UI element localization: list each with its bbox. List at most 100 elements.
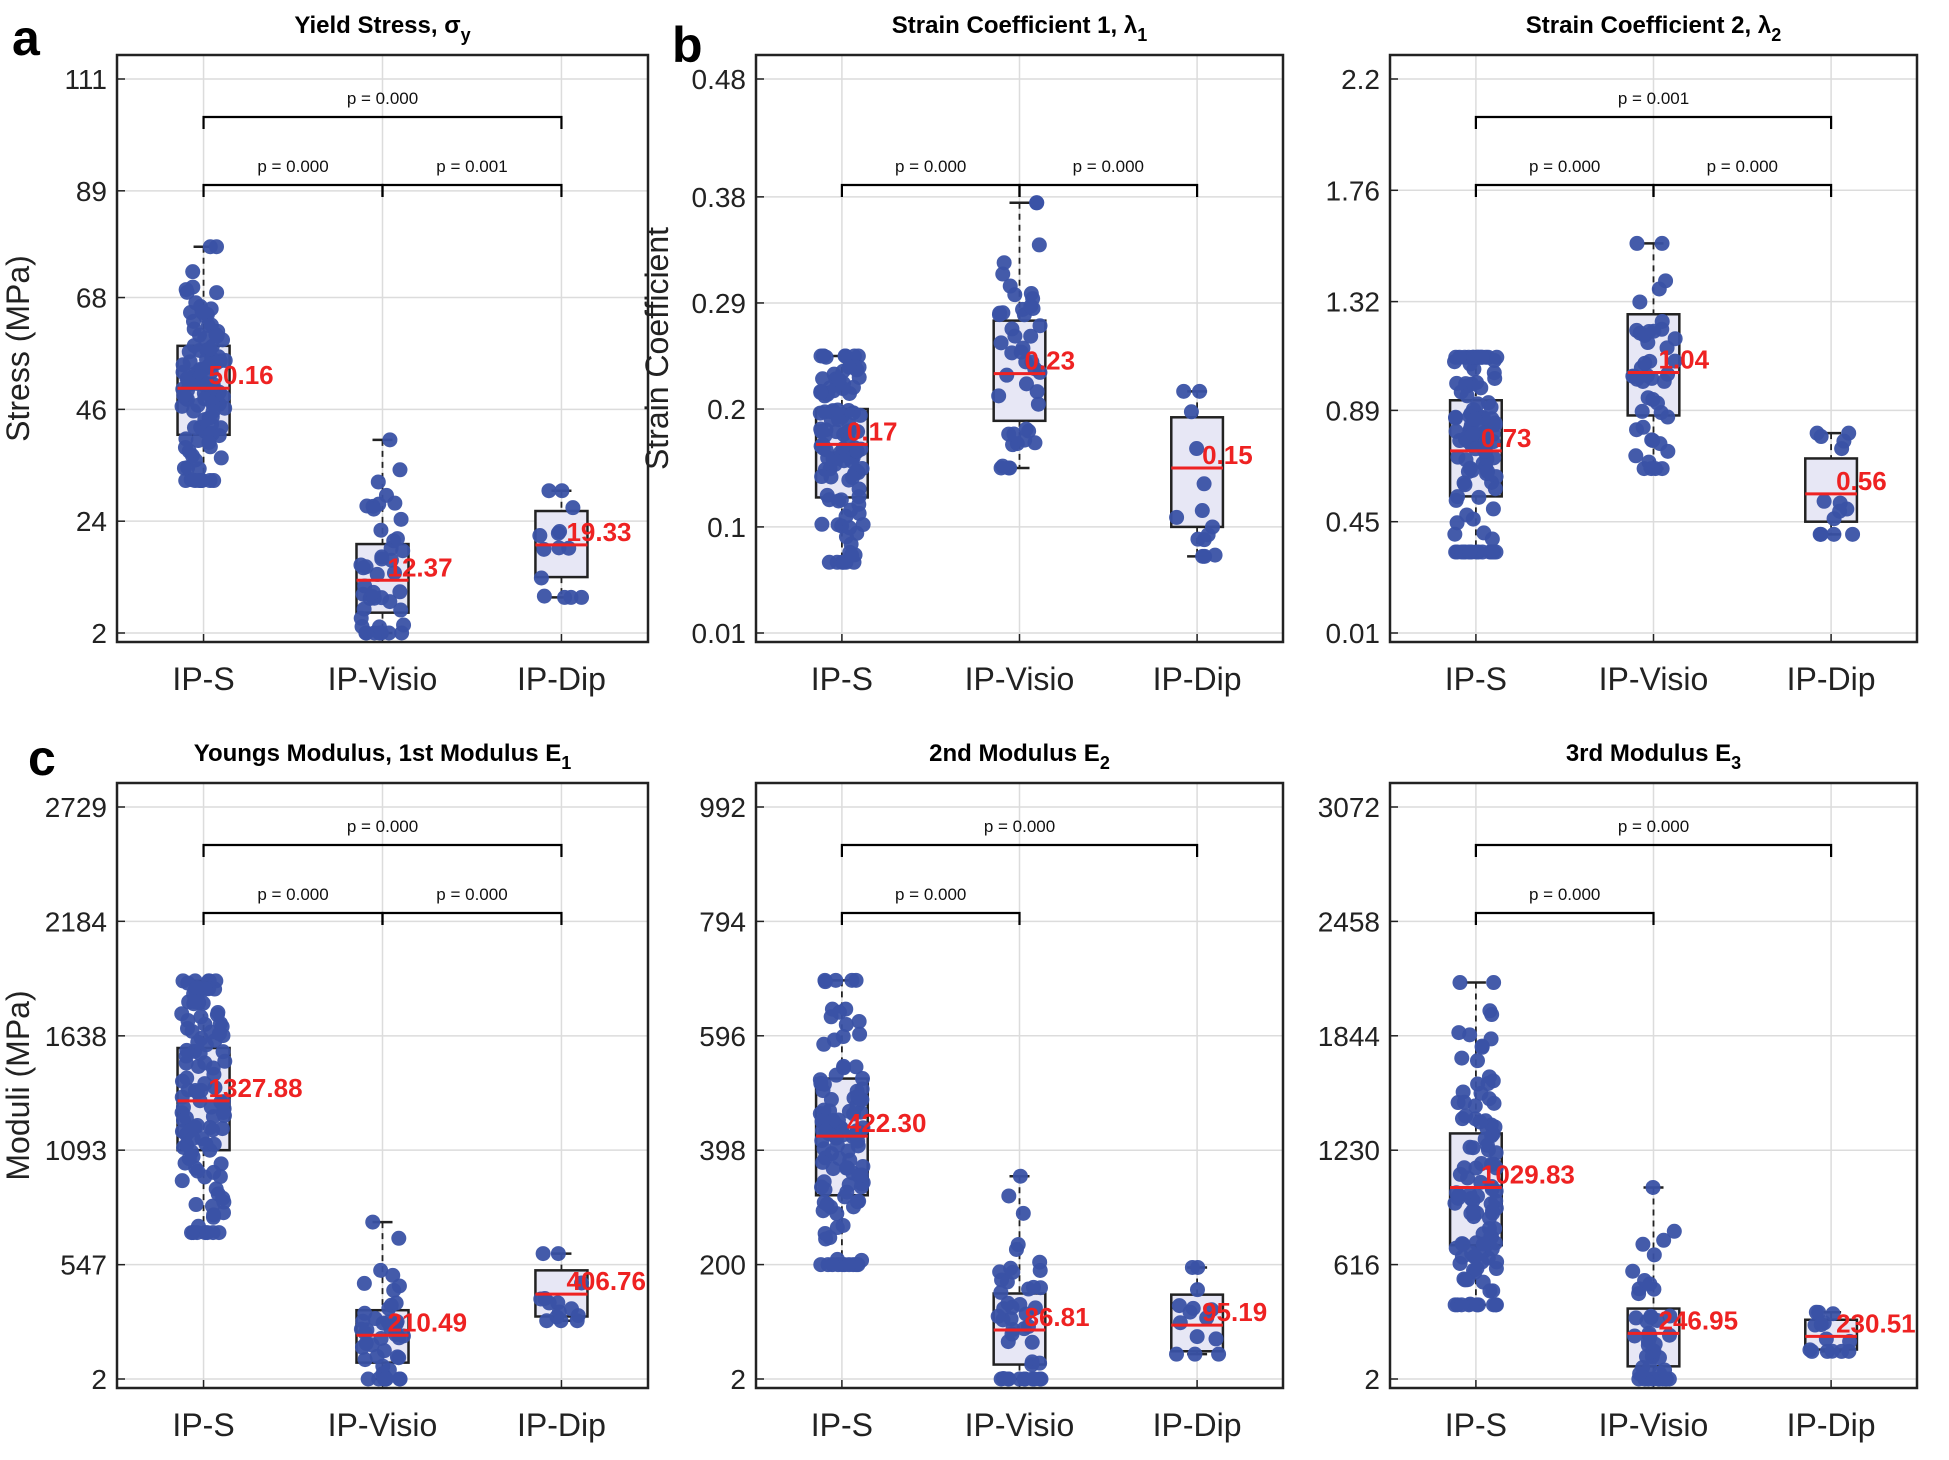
data-point bbox=[1646, 323, 1662, 339]
data-point bbox=[174, 1173, 190, 1189]
data-point bbox=[186, 313, 202, 329]
data-point bbox=[375, 1358, 391, 1374]
chart-title-subscript: 1 bbox=[561, 753, 571, 773]
y-tick-label: 89 bbox=[76, 176, 107, 207]
plot-frame bbox=[1388, 781, 1919, 1390]
x-tick-label: IP-Dip bbox=[1787, 661, 1876, 697]
data-point bbox=[373, 1262, 389, 1278]
p-value-label: p = 0.001 bbox=[436, 157, 507, 176]
data-point bbox=[1656, 1232, 1672, 1248]
chart-panel-4: 2 547 1093 1638 2184 2729 IP-S IP-Visio IP-Dip 13… bbox=[0, 740, 650, 1443]
y-tick-label: 1093 bbox=[45, 1135, 107, 1166]
data-point bbox=[1024, 1334, 1040, 1350]
chart-title: 3rd Modulus E3 bbox=[1566, 740, 1741, 773]
data-point bbox=[201, 434, 217, 450]
data-point bbox=[1465, 1140, 1481, 1156]
chart-panel-1: 2 24 46 68 89 111 IP-S IP-Visio IP-Dip 50.16 12.37… bbox=[0, 12, 650, 697]
data-point bbox=[1171, 1298, 1187, 1314]
data-point bbox=[1480, 463, 1496, 479]
y-tick-label: 3072 bbox=[1318, 792, 1380, 823]
data-point bbox=[1199, 1310, 1215, 1326]
data-point bbox=[1463, 1205, 1479, 1221]
y-tick-label: 2 bbox=[91, 618, 107, 649]
data-point bbox=[1487, 370, 1503, 386]
data-point bbox=[394, 625, 410, 641]
data-point bbox=[212, 1169, 228, 1185]
data-point bbox=[1454, 1050, 1470, 1066]
data-point bbox=[209, 328, 225, 344]
p-value-label: p = 0.000 bbox=[1529, 885, 1600, 904]
y-axis-label: Stress (MPa) bbox=[0, 255, 36, 442]
data-point bbox=[1834, 441, 1850, 457]
p-value-label: p = 0.000 bbox=[257, 157, 328, 176]
data-point bbox=[395, 543, 411, 559]
data-point bbox=[828, 1067, 844, 1083]
box-group-IP-S: 422.30 bbox=[812, 972, 926, 1273]
chart-panel-5: 2 200 398 596 794 992 IP-S IP-Visio IP-Dip 422.30… bbox=[699, 740, 1285, 1443]
p-value-label: p = 0.000 bbox=[257, 885, 328, 904]
chart-title-main: Strain Coefficient 2, λ bbox=[1526, 12, 1771, 39]
data-point bbox=[1012, 1168, 1028, 1184]
data-point bbox=[1176, 383, 1192, 399]
bracket-line bbox=[840, 911, 1021, 925]
x-tick-label: IP-Dip bbox=[517, 661, 606, 697]
data-point bbox=[174, 1006, 190, 1022]
data-point bbox=[1470, 396, 1486, 412]
data-point bbox=[1469, 1297, 1485, 1313]
data-point bbox=[1660, 409, 1676, 425]
data-point bbox=[1010, 1237, 1026, 1253]
data-point bbox=[1642, 1276, 1658, 1292]
data-point bbox=[1185, 1300, 1201, 1316]
data-point bbox=[184, 1023, 200, 1039]
data-point bbox=[817, 427, 833, 443]
data-point bbox=[357, 1352, 373, 1368]
data-point bbox=[1473, 1156, 1489, 1172]
data-point bbox=[391, 1278, 407, 1294]
y-tick-label: 0.1 bbox=[707, 512, 746, 543]
x-tick-label: IP-S bbox=[811, 661, 873, 697]
data-point bbox=[1667, 353, 1683, 369]
chart-panel-3: 0.01 0.45 0.89 1.32 1.76 2.2 IP-S IP-Visio IP-Di… bbox=[1326, 12, 1919, 697]
data-point bbox=[176, 387, 192, 403]
data-point bbox=[991, 388, 1007, 404]
data-point bbox=[533, 570, 549, 586]
data-point bbox=[836, 453, 852, 469]
data-point bbox=[990, 1308, 1006, 1324]
chart-title-main: 3rd Modulus E bbox=[1566, 740, 1731, 767]
chart-title-subscript: y bbox=[461, 25, 471, 45]
data-point bbox=[1819, 1343, 1835, 1359]
data-point bbox=[1812, 526, 1828, 542]
bracket-line bbox=[381, 183, 563, 197]
box-group-IP-Dip: 406.76 bbox=[533, 1246, 646, 1329]
x-tick-label: IP-S bbox=[1445, 661, 1507, 697]
bracket-line bbox=[1474, 115, 1833, 129]
box-group-IP-S: 0.17 bbox=[812, 348, 898, 570]
x-tick-label: IP-Visio bbox=[328, 1407, 438, 1443]
bracket-line bbox=[202, 115, 563, 129]
data-point bbox=[1447, 526, 1463, 542]
data-point bbox=[844, 547, 860, 563]
y-tick-label: 1638 bbox=[45, 1021, 107, 1052]
chart-title: Yield Stress, σy bbox=[294, 12, 470, 45]
y-tick-label: 1.32 bbox=[1326, 287, 1381, 318]
data-point bbox=[849, 525, 865, 541]
median-label: 1.04 bbox=[1659, 344, 1710, 374]
data-point bbox=[819, 1196, 835, 1212]
data-point bbox=[1032, 1355, 1048, 1371]
data-point bbox=[1452, 975, 1468, 991]
data-point bbox=[1018, 1306, 1034, 1322]
data-point bbox=[1000, 1334, 1016, 1350]
plot-frame bbox=[1388, 53, 1919, 644]
data-point bbox=[1026, 1279, 1042, 1295]
p-value-label: p = 0.000 bbox=[1073, 157, 1144, 176]
data-point bbox=[369, 566, 385, 582]
data-point bbox=[1483, 399, 1499, 415]
chart-title-main: Yield Stress, σ bbox=[294, 12, 460, 39]
data-point bbox=[1845, 526, 1861, 542]
box-group-IP-S: 1029.83 bbox=[1447, 975, 1575, 1313]
data-point bbox=[1018, 376, 1034, 392]
data-point bbox=[812, 405, 828, 421]
data-point bbox=[376, 1343, 392, 1359]
x-tick-label: IP-Dip bbox=[1153, 1407, 1242, 1443]
data-point bbox=[195, 304, 211, 320]
